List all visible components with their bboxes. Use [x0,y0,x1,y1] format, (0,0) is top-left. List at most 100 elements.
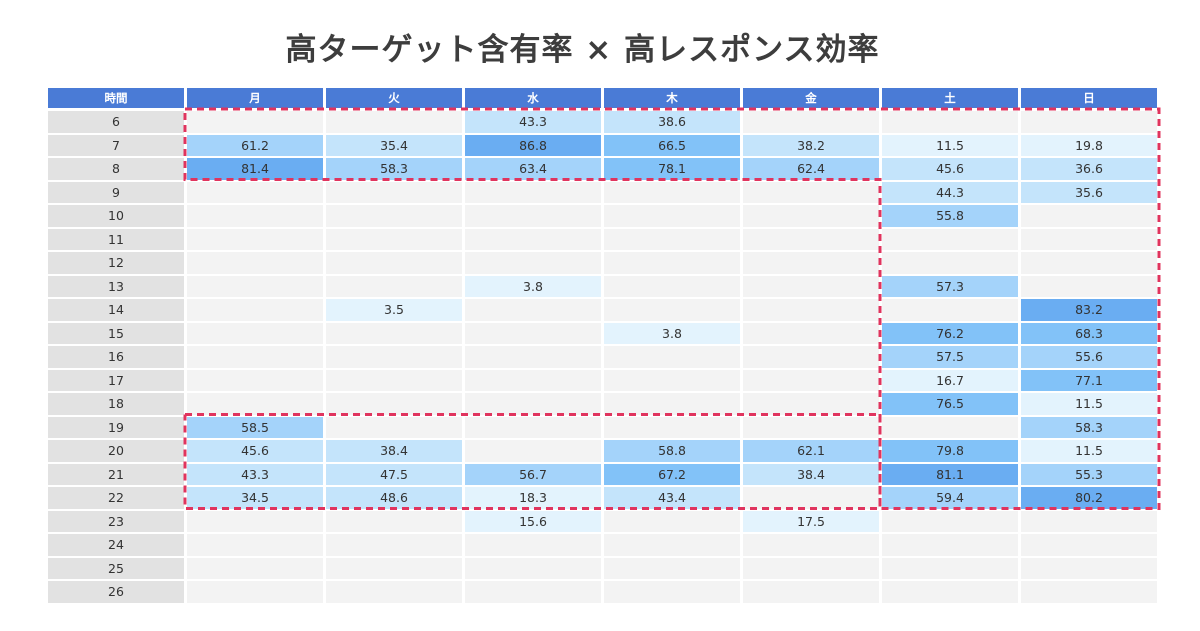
heat-cell [1021,252,1157,274]
column-header-corner: 時間 [48,88,184,108]
column-header: 金 [743,88,879,108]
heat-cell [187,181,323,203]
heat-cell: 67.2 [604,463,740,485]
heat-cell [187,322,323,344]
heat-cell: 48.6 [326,487,462,509]
heat-cell: 63.4 [465,158,601,180]
column-header: 水 [465,88,601,108]
heat-cell [326,346,462,368]
heat-cell [882,228,1018,250]
heat-cell [465,557,601,579]
heat-cell [1021,205,1157,227]
row-header: 17 [48,369,184,391]
heat-cell [1021,228,1157,250]
chart-title: 高ターゲット含有率 × 高レスポンス効率 [285,32,880,68]
row-header: 23 [48,510,184,532]
heat-cell: 61.2 [187,134,323,156]
heat-cell: 57.3 [882,275,1018,297]
heat-cell [465,181,601,203]
heat-cell: 62.4 [743,158,879,180]
heat-cell: 68.3 [1021,322,1157,344]
heat-cell: 15.6 [465,510,601,532]
heat-cell [743,557,879,579]
heat-cell: 47.5 [326,463,462,485]
heat-cell [604,181,740,203]
heat-cell [465,252,601,274]
heat-cell [743,346,879,368]
heat-cell: 62.1 [743,440,879,462]
heat-cell [465,416,601,438]
row-header: 21 [48,463,184,485]
heat-cell [187,369,323,391]
column-header: 日 [1021,88,1157,108]
heat-cell [743,275,879,297]
heat-cell [187,228,323,250]
heat-cell [187,581,323,603]
row-header: 8 [48,158,184,180]
heat-cell [465,369,601,391]
heat-cell [882,557,1018,579]
heat-cell: 79.8 [882,440,1018,462]
heat-cell: 86.8 [465,134,601,156]
heat-cell [743,228,879,250]
heat-cell [326,393,462,415]
heat-cell: 11.5 [1021,393,1157,415]
heat-cell [604,557,740,579]
heat-cell: 56.7 [465,463,601,485]
row-header: 18 [48,393,184,415]
heat-cell [187,205,323,227]
heat-cell [465,581,601,603]
heat-cell [604,228,740,250]
heat-cell [743,252,879,274]
heat-cell: 55.3 [1021,463,1157,485]
heat-cell [882,510,1018,532]
heat-cell: 3.8 [604,322,740,344]
row-header: 20 [48,440,184,462]
heat-cell: 36.6 [1021,158,1157,180]
heat-cell: 58.3 [326,158,462,180]
heat-cell [187,534,323,556]
row-header: 9 [48,181,184,203]
heat-cell [604,534,740,556]
row-header: 19 [48,416,184,438]
heat-cell [187,299,323,321]
heat-cell [187,346,323,368]
heat-cell [465,346,601,368]
heat-cell: 38.6 [604,111,740,133]
heat-cell [465,299,601,321]
heat-cell [604,369,740,391]
row-header: 6 [48,111,184,133]
heat-cell [604,205,740,227]
heat-cell: 11.5 [1021,440,1157,462]
heat-cell [882,299,1018,321]
heat-cell [465,534,601,556]
heat-cell: 35.4 [326,134,462,156]
heat-cell [743,299,879,321]
heat-cell [1021,581,1157,603]
heat-cell [604,299,740,321]
heat-cell [326,510,462,532]
heat-cell [326,557,462,579]
heat-cell: 43.3 [187,463,323,485]
heat-cell [187,510,323,532]
heat-cell [743,534,879,556]
heat-cell [882,581,1018,603]
heat-cell: 45.6 [882,158,1018,180]
heat-cell [604,275,740,297]
heat-cell [743,487,879,509]
heat-cell [187,393,323,415]
heat-cell: 11.5 [882,134,1018,156]
heat-cell [743,369,879,391]
heat-cell [326,252,462,274]
heat-cell: 77.1 [1021,369,1157,391]
row-header: 15 [48,322,184,344]
heat-cell [1021,111,1157,133]
heat-cell [187,111,323,133]
heat-cell: 58.5 [187,416,323,438]
heat-cell: 3.8 [465,275,601,297]
heat-cell [882,416,1018,438]
heat-cell [465,205,601,227]
heat-cell [882,111,1018,133]
heat-cell [1021,557,1157,579]
heat-cell [326,181,462,203]
